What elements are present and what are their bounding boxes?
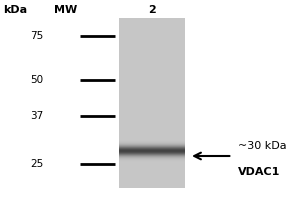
Text: 25: 25 — [30, 159, 43, 169]
Text: kDa: kDa — [3, 5, 27, 15]
Text: 37: 37 — [30, 111, 43, 121]
Text: 75: 75 — [30, 31, 43, 41]
Text: ~30 kDa: ~30 kDa — [238, 141, 287, 151]
Text: MW: MW — [54, 5, 77, 15]
Text: 2: 2 — [148, 5, 156, 15]
Text: VDAC1: VDAC1 — [238, 167, 281, 177]
Text: 50: 50 — [30, 75, 43, 85]
